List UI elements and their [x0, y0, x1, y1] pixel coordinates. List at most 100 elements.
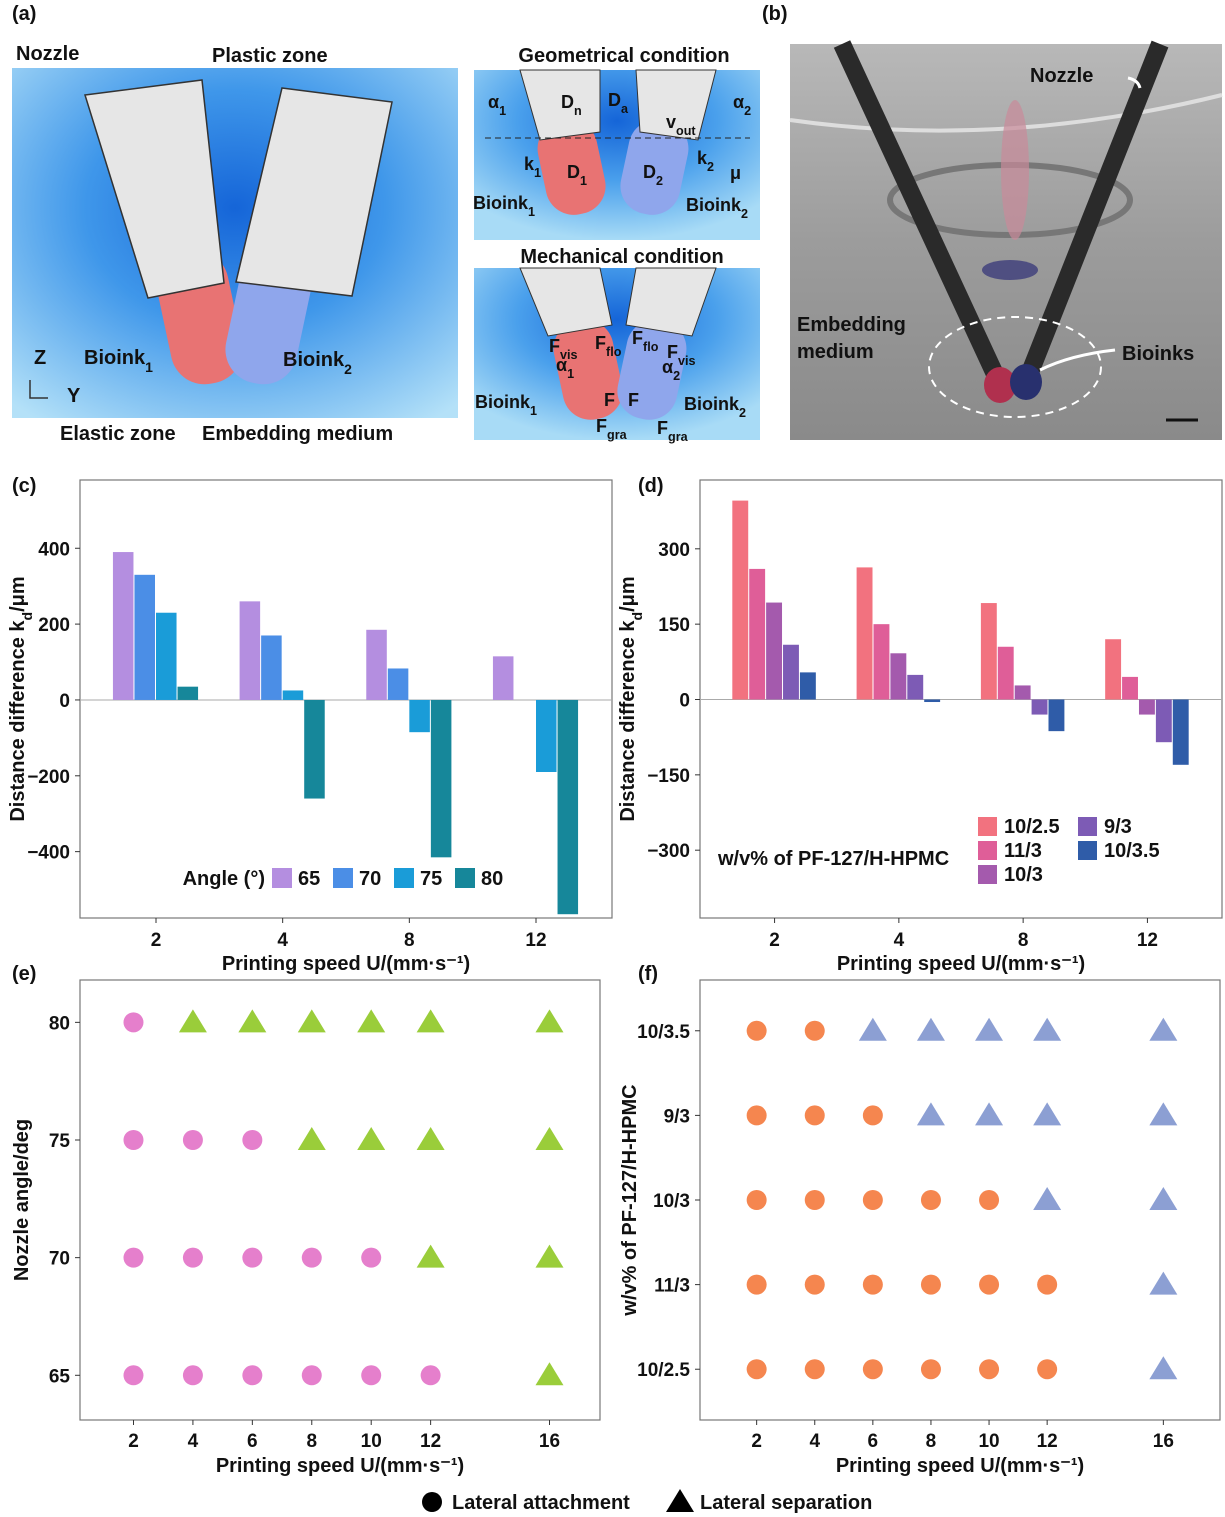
symbol-part: F — [657, 418, 668, 438]
point — [805, 1021, 825, 1041]
point — [805, 1105, 825, 1125]
y-axis-title-part: d — [19, 612, 35, 621]
panel-a-drawing — [12, 68, 458, 418]
subpanel-title: Geometrical condition — [518, 45, 729, 67]
y-tick-label: 150 — [658, 615, 690, 636]
point — [242, 1130, 262, 1150]
y-tick-label: 80 — [49, 1013, 70, 1034]
symbol: F — [628, 390, 639, 410]
point — [747, 1105, 767, 1125]
point — [863, 1190, 883, 1210]
bar — [113, 552, 134, 700]
point — [921, 1359, 941, 1379]
y-tick-label: 70 — [49, 1249, 70, 1270]
annotation: Z — [34, 347, 46, 369]
symbol-part: gra — [607, 428, 628, 442]
symbol-part: 1 — [567, 367, 574, 381]
bar — [749, 569, 765, 700]
y-tick-label: −400 — [27, 843, 70, 864]
x-tick-label: 16 — [539, 1431, 560, 1452]
legend-swatch — [978, 817, 997, 836]
bar — [874, 624, 890, 699]
panel-b-photo — [790, 44, 1222, 440]
legend-swatch — [272, 868, 292, 888]
x-tick-label: 4 — [809, 1431, 820, 1452]
symbol-part: μ — [730, 163, 741, 183]
symbol-part: 1 — [534, 166, 541, 180]
point — [979, 1275, 999, 1295]
point — [361, 1365, 381, 1385]
bar — [1105, 639, 1121, 699]
symbol-part: 2 — [739, 406, 746, 420]
symbol-part: F — [595, 333, 606, 353]
y-tick-label: 65 — [49, 1366, 71, 1387]
point — [805, 1190, 825, 1210]
bar — [1156, 700, 1172, 743]
bar — [178, 687, 199, 700]
symbol-part: 2 — [673, 369, 680, 383]
symbol-part: a — [621, 102, 629, 116]
y-tick-label: 200 — [38, 615, 70, 636]
legend-label: 10/3.5 — [1104, 840, 1160, 862]
symbol-part: F — [604, 390, 615, 410]
x-tick-label: 12 — [420, 1431, 441, 1452]
y-tick-label: 10/3.5 — [637, 1022, 690, 1043]
annotation-part: 1 — [145, 359, 153, 375]
x-tick-label: 4 — [277, 930, 288, 951]
bar — [431, 700, 452, 857]
y-tick-label: −150 — [647, 766, 690, 787]
legend-label: 10/3 — [1004, 864, 1043, 886]
y-tick-label: 10/3 — [653, 1191, 690, 1212]
point — [1037, 1275, 1057, 1295]
x-tick-label: 10 — [361, 1431, 382, 1452]
symbol-part: α — [662, 357, 673, 377]
bar — [283, 690, 304, 699]
symbol-part: Bioink — [684, 394, 740, 414]
legend-label: Lateral attachment — [452, 1492, 630, 1514]
point — [747, 1190, 767, 1210]
bar — [156, 613, 177, 700]
y-axis-title-part: /μm — [7, 576, 29, 612]
panel-label: (f) — [638, 963, 658, 985]
subpanel-title: Mechanical condition — [520, 246, 723, 268]
point — [863, 1359, 883, 1379]
bar — [304, 700, 325, 799]
point — [863, 1105, 883, 1125]
point — [123, 1130, 143, 1150]
x-tick-label: 10 — [978, 1431, 999, 1452]
legend-swatch — [1078, 817, 1097, 836]
legend-marker — [666, 1489, 694, 1512]
annotation: Plastic zone — [212, 45, 328, 67]
bar — [783, 645, 799, 700]
symbol-part: n — [574, 104, 582, 118]
symbol-part: α — [733, 92, 744, 112]
annotation-part: 2 — [344, 361, 352, 377]
symbol-part: F — [596, 416, 607, 436]
point — [302, 1365, 322, 1385]
annotation-part: Bioink — [84, 347, 146, 369]
x-tick-label: 12 — [1137, 930, 1158, 951]
x-axis-title: Printing speed U/(mm·s⁻¹) — [836, 1455, 1084, 1477]
y-tick-label: 0 — [679, 691, 690, 712]
bar — [240, 601, 261, 700]
symbol-part: 1 — [580, 174, 587, 188]
plot-frame — [700, 980, 1220, 1420]
x-tick-label: 4 — [894, 930, 905, 951]
point — [302, 1248, 322, 1268]
x-tick-label: 2 — [151, 930, 162, 951]
y-tick-label: 10/2.5 — [637, 1360, 690, 1381]
point — [979, 1190, 999, 1210]
point — [183, 1365, 203, 1385]
plot-frame — [80, 980, 600, 1420]
legend-swatch — [333, 868, 353, 888]
bar — [1122, 677, 1138, 700]
symbol-part: 2 — [707, 160, 714, 174]
x-axis-title: Printing speed U/(mm·s⁻¹) — [222, 953, 470, 975]
y-axis-title-part: Distance difference k — [617, 620, 639, 822]
annotation: Elastic zone — [60, 423, 176, 445]
annotation: Nozzle — [16, 43, 79, 65]
legend-marker — [422, 1492, 442, 1512]
symbol: F — [604, 390, 615, 410]
symbol-part: 2 — [656, 174, 663, 188]
symbol-part: 1 — [528, 205, 535, 219]
